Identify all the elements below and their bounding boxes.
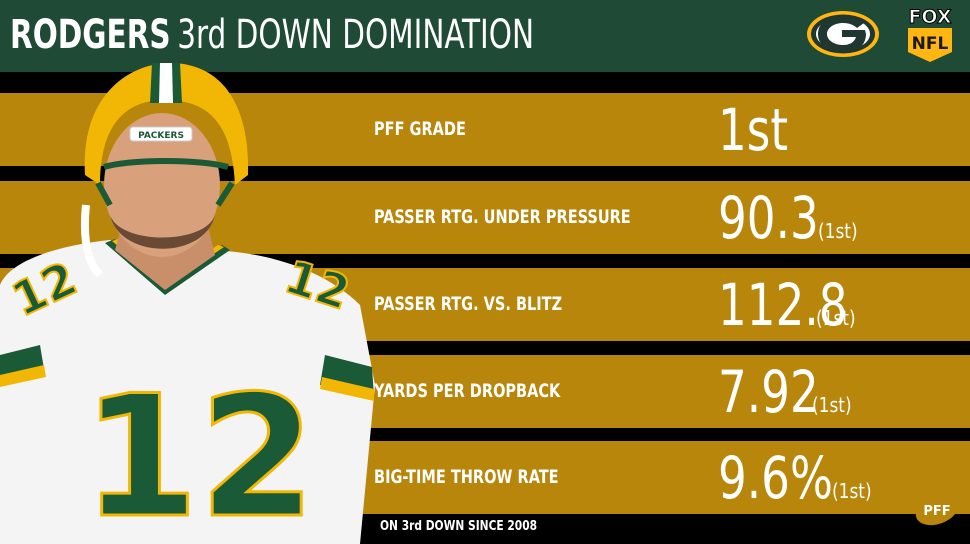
svg-text:NFL: NFL (912, 34, 949, 54)
stat-value: 90.3 (718, 184, 819, 252)
stat-rank: (1st) (832, 479, 872, 503)
title-name: RODGERS (10, 12, 171, 58)
stat-value: 1st (718, 96, 789, 164)
stat-rank: (1st) (816, 306, 856, 330)
stat-value: 112.8 (718, 271, 848, 339)
packers-g-logo-icon (807, 11, 879, 57)
stat-label: PASSER RTG. UNDER PRESSURE (374, 206, 631, 228)
fox-nfl-logo-icon: FOX NFL (908, 6, 952, 62)
svg-text:PFF: PFF (923, 504, 950, 519)
page-title: RODGERS 3rd DOWN DOMINATION (10, 12, 534, 58)
stat-label: YARDS PER DROPBACK (374, 380, 561, 402)
svg-text:12: 12 (82, 359, 316, 544)
stat-label: PFF GRADE (374, 118, 466, 140)
stat-label: PASSER RTG. VS. BLITZ (374, 293, 563, 315)
stat-value: 7.92 (718, 358, 819, 426)
title-subtitle: 3rd DOWN DOMINATION (177, 12, 535, 58)
stat-value: 9.6% (718, 444, 833, 512)
header-bar: RODGERS 3rd DOWN DOMINATION FOX NFL (0, 0, 970, 72)
stat-rank: (1st) (818, 219, 858, 243)
pff-logo-icon: PFF (915, 494, 959, 526)
svg-text:PACKERS: PACKERS (138, 131, 184, 141)
svg-text:FOX: FOX (908, 6, 951, 28)
player-photo: 12 12 12 PACKERS (0, 63, 375, 544)
stat-label: BIG-TIME THROW RATE (374, 466, 559, 488)
footnote: ON 3rd DOWN SINCE 2008 (380, 519, 538, 534)
stat-rank: (1st) (812, 393, 852, 417)
